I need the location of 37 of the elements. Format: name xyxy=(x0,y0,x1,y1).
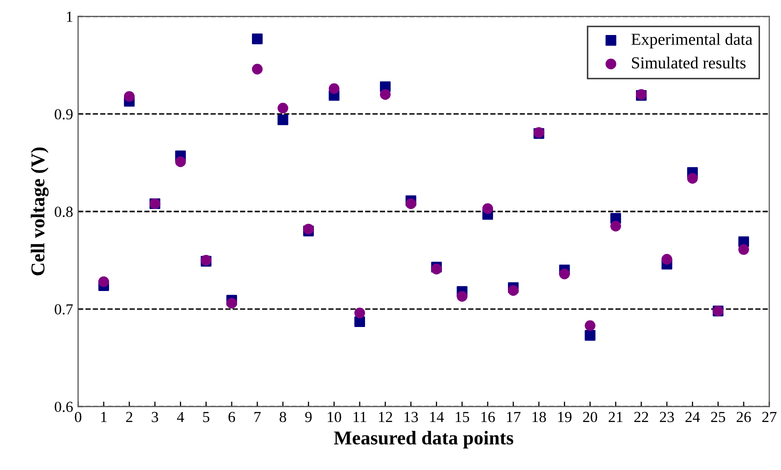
x-tick-label: 13 xyxy=(404,412,418,422)
x-axis-title: Measured data points xyxy=(334,430,514,448)
y-tick-label: 0.7 xyxy=(54,304,73,315)
x-tick-label: 2 xyxy=(126,412,132,422)
y-tick-label: 1 xyxy=(66,12,72,22)
x-tick-label: 23 xyxy=(660,412,674,422)
x-tick-label: 10 xyxy=(328,412,342,422)
y-tick-label: 0.6 xyxy=(54,402,73,412)
x-tick-label: 24 xyxy=(686,412,700,422)
x-tick-label: 0 xyxy=(74,412,82,422)
x-tick-label: 3 xyxy=(152,412,158,422)
x-tick-label: 5 xyxy=(203,412,210,422)
x-tick-label: 22 xyxy=(634,412,648,422)
legend-label: Experimental data xyxy=(631,33,752,48)
y-axis-title: Cell voltage (V) xyxy=(30,148,49,276)
y-tick-label: 0.9 xyxy=(54,109,73,120)
x-tick-label: 14 xyxy=(430,412,444,422)
y-tick-label: 0.8 xyxy=(54,206,73,218)
x-tick-label: 26 xyxy=(736,412,751,422)
x-tick-label: 8 xyxy=(280,412,286,422)
x-tick-label: 21 xyxy=(608,412,622,422)
x-tick-label: 19 xyxy=(558,412,572,422)
x-tick-label: 16 xyxy=(481,412,495,422)
x-tick-label: 11 xyxy=(354,412,366,422)
x-tick-label: 1 xyxy=(101,412,107,422)
x-tick-label: 25 xyxy=(711,412,726,422)
x-tick-label: 9 xyxy=(305,412,312,422)
x-tick-label: 17 xyxy=(506,412,520,422)
x-tick-label: 12 xyxy=(379,412,392,422)
x-tick-label: 27 xyxy=(762,412,776,422)
x-tick-label: 15 xyxy=(456,412,470,422)
x-tick-label: 18 xyxy=(532,412,546,422)
x-tick-label: 20 xyxy=(583,412,598,422)
x-tick-label: 6 xyxy=(228,412,236,422)
x-tick-label: 4 xyxy=(176,412,184,422)
x-tick-label: 7 xyxy=(254,412,261,422)
legend-label: Simulated results xyxy=(632,56,746,68)
